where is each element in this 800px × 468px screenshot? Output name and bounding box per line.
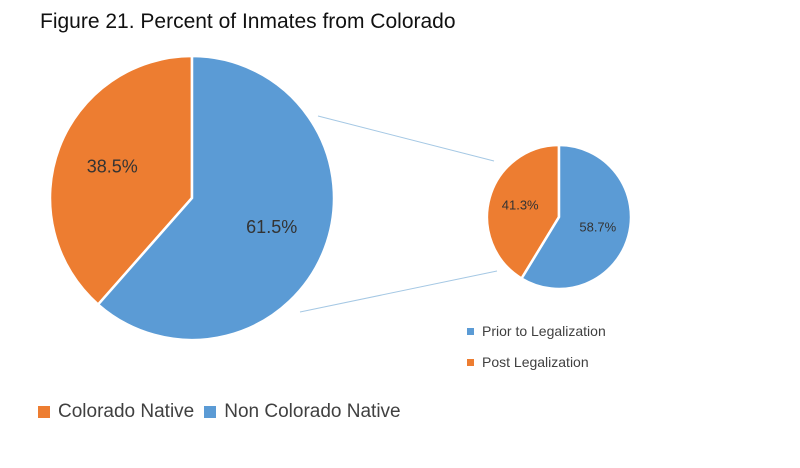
legend-item-colorado-native: Colorado Native: [38, 401, 194, 423]
main-pie-label-non-colorado-native: 61.5%: [246, 217, 297, 237]
connector-line-top: [317, 115, 495, 162]
main-pie-label-colorado-native: 38.5%: [87, 157, 138, 177]
sub-pie-slice-prior-to-legalization: [519, 143, 633, 291]
sub-pie-label-prior-to-legalization: 58.7%: [579, 219, 616, 234]
legend-label-prior-to-legalization: Prior to Legalization: [482, 323, 606, 339]
legend-label-post-legalization: Post Legalization: [482, 354, 589, 370]
legend-item-non-colorado-native: Non Colorado Native: [204, 401, 401, 423]
main-pie-slice-colorado-native: [48, 54, 194, 307]
main-pie-legend: Colorado Native Non Colorado Native: [38, 401, 411, 423]
sub-pie-label-post-legalization: 41.3%: [502, 198, 539, 213]
legend-item-post-legalization: Post Legalization: [467, 354, 589, 370]
legend-swatch-non-colorado-native: [204, 406, 217, 418]
connector-line-bottom: [299, 270, 498, 313]
legend-swatch-post-legalization: [467, 358, 474, 366]
legend-swatch-prior-to-legalization: [467, 327, 474, 335]
main-pie-slice-non-colorado-native: [96, 54, 336, 342]
legend-label-non-colorado-native: Non Colorado Native: [224, 401, 401, 422]
legend-item-prior-to-legalization: Prior to Legalization: [467, 323, 606, 339]
legend-swatch-colorado-native: [38, 406, 50, 418]
legend-label-colorado-native: Colorado Native: [58, 401, 195, 422]
chart-title: Figure 21. Percent of Inmates from Color…: [40, 10, 456, 33]
